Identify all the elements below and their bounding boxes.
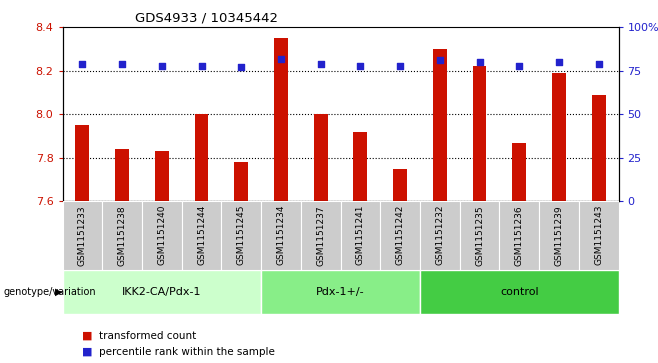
Point <box>77 61 88 67</box>
Bar <box>513 143 526 201</box>
Point <box>117 61 128 67</box>
Text: GSM1151238: GSM1151238 <box>118 205 126 266</box>
Bar <box>314 114 328 201</box>
Bar <box>460 201 499 270</box>
Text: control: control <box>500 287 538 297</box>
Bar <box>539 201 579 270</box>
Point <box>553 59 564 65</box>
Bar <box>195 114 209 201</box>
Point <box>276 56 286 61</box>
Bar <box>472 66 486 201</box>
Text: ■: ■ <box>82 331 93 341</box>
Point <box>434 57 445 63</box>
Text: GSM1151245: GSM1151245 <box>237 205 245 265</box>
Bar <box>393 169 407 201</box>
Text: percentile rank within the sample: percentile rank within the sample <box>99 347 274 357</box>
Bar <box>592 95 605 201</box>
Bar <box>115 149 129 201</box>
Bar <box>420 201 460 270</box>
Point <box>315 61 326 67</box>
Bar <box>341 201 380 270</box>
Text: ▶: ▶ <box>55 287 62 297</box>
Text: GSM1151234: GSM1151234 <box>276 205 286 265</box>
Bar <box>234 162 248 201</box>
Text: GSM1151237: GSM1151237 <box>316 205 325 266</box>
Bar <box>102 201 142 270</box>
Text: Pdx-1+/-: Pdx-1+/- <box>316 287 365 297</box>
Bar <box>142 201 182 270</box>
Bar <box>221 201 261 270</box>
Text: IKK2-CA/Pdx-1: IKK2-CA/Pdx-1 <box>122 287 201 297</box>
Bar <box>155 151 168 201</box>
Bar <box>301 201 340 270</box>
Point <box>196 63 207 69</box>
Bar <box>499 201 539 270</box>
Text: GSM1151233: GSM1151233 <box>78 205 87 266</box>
Text: GSM1151242: GSM1151242 <box>395 205 405 265</box>
Bar <box>353 132 367 201</box>
Text: GSM1151236: GSM1151236 <box>515 205 524 266</box>
Bar <box>182 201 221 270</box>
Point <box>514 63 524 69</box>
Bar <box>380 201 420 270</box>
Text: GSM1151232: GSM1151232 <box>436 205 444 265</box>
Bar <box>579 201 619 270</box>
Text: ■: ■ <box>82 347 93 357</box>
Bar <box>420 270 619 314</box>
Point <box>355 63 366 69</box>
Bar <box>274 38 288 201</box>
Text: GSM1151239: GSM1151239 <box>555 205 563 266</box>
Point <box>157 63 167 69</box>
Point <box>594 61 604 67</box>
Point <box>236 64 247 70</box>
Text: GSM1151240: GSM1151240 <box>157 205 166 265</box>
Point <box>474 59 485 65</box>
Text: GSM1151243: GSM1151243 <box>594 205 603 265</box>
Bar <box>261 201 301 270</box>
Point <box>395 63 405 69</box>
Text: GDS4933 / 10345442: GDS4933 / 10345442 <box>135 12 278 25</box>
Bar <box>433 49 447 201</box>
Bar <box>76 125 89 201</box>
Text: genotype/variation: genotype/variation <box>3 287 96 297</box>
Text: transformed count: transformed count <box>99 331 196 341</box>
Bar <box>63 270 261 314</box>
Bar <box>552 73 566 201</box>
Text: GSM1151244: GSM1151244 <box>197 205 206 265</box>
Text: GSM1151241: GSM1151241 <box>356 205 365 265</box>
Bar <box>63 201 102 270</box>
Text: GSM1151235: GSM1151235 <box>475 205 484 266</box>
Bar <box>261 270 420 314</box>
